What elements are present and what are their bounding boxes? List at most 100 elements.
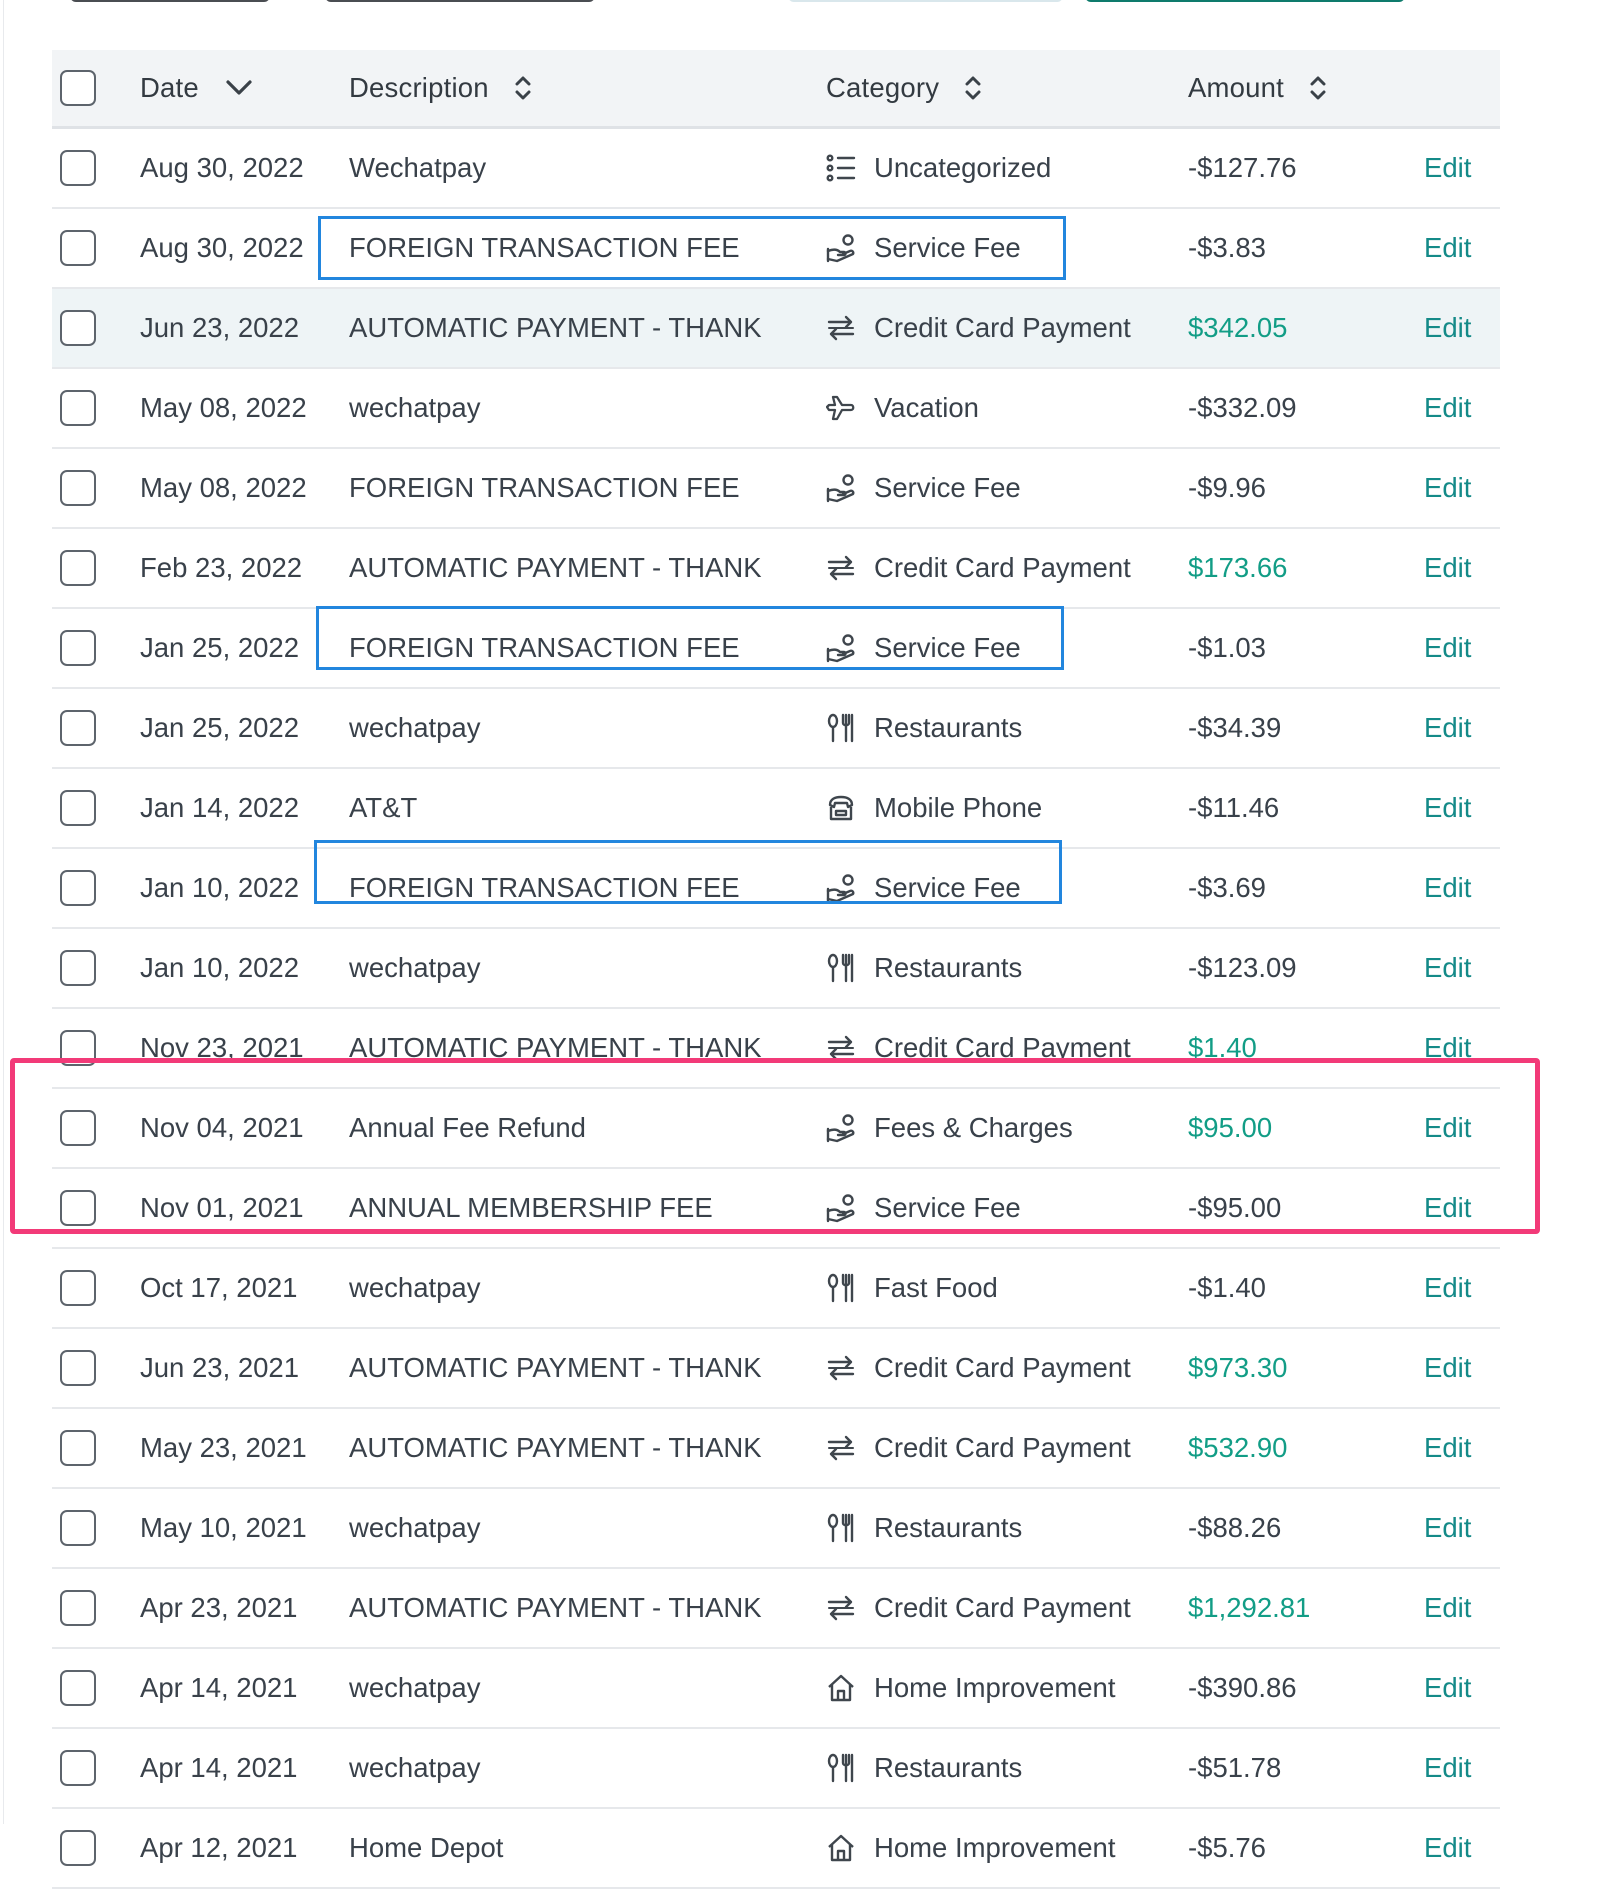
chevron-down-icon[interactable]: [225, 79, 253, 97]
transaction-category[interactable]: Fast Food: [826, 1249, 998, 1327]
edit-link[interactable]: Edit: [1424, 712, 1472, 743]
transaction-description[interactable]: AUTOMATIC PAYMENT - THANK: [349, 1352, 762, 1383]
transaction-category[interactable]: Credit Card Payment: [826, 1569, 1131, 1647]
select-all-checkbox[interactable]: [60, 70, 96, 106]
transaction-description[interactable]: wechatpay: [349, 1512, 481, 1543]
edit-link[interactable]: Edit: [1424, 152, 1472, 183]
transaction-category[interactable]: Credit Card Payment: [826, 1329, 1131, 1407]
transaction-description[interactable]: FOREIGN TRANSACTION FEE: [349, 232, 740, 263]
transaction-description[interactable]: AUTOMATIC PAYMENT - THANK: [349, 1032, 762, 1063]
row-checkbox[interactable]: [60, 1830, 96, 1866]
table-row[interactable]: Aug 30, 2022 FOREIGN TRANSACTION FEE Servi…: [52, 209, 1500, 289]
table-row[interactable]: May 10, 2021 wechatpay Restaurants -$88.26 E…: [52, 1489, 1500, 1569]
row-checkbox[interactable]: [60, 470, 96, 506]
date-column-header[interactable]: Date: [140, 50, 253, 126]
edit-link[interactable]: Edit: [1424, 232, 1472, 263]
edit-link[interactable]: Edit: [1424, 392, 1472, 423]
table-row[interactable]: Oct 17, 2021 wechatpay Fast Food -$1.40 Edit: [52, 1249, 1500, 1329]
transaction-description[interactable]: wechatpay: [349, 1752, 481, 1783]
edit-link[interactable]: Edit: [1424, 1672, 1472, 1703]
table-row[interactable]: Jan 10, 2022 FOREIGN TRANSACTION FEE Servi…: [52, 849, 1500, 929]
transaction-category[interactable]: Service Fee: [826, 1169, 1021, 1247]
transaction-category[interactable]: Service Fee: [826, 449, 1021, 527]
row-checkbox[interactable]: [60, 710, 96, 746]
transaction-description[interactable]: wechatpay: [349, 952, 481, 983]
sort-icon[interactable]: [515, 75, 531, 101]
row-checkbox[interactable]: [60, 1110, 96, 1146]
row-checkbox[interactable]: [60, 1030, 96, 1066]
toolbar-button-4[interactable]: [1085, 0, 1405, 2]
row-checkbox[interactable]: [60, 150, 96, 186]
row-checkbox[interactable]: [60, 1430, 96, 1466]
transaction-category[interactable]: Credit Card Payment: [826, 1009, 1131, 1087]
edit-link[interactable]: Edit: [1424, 632, 1472, 663]
edit-link[interactable]: Edit: [1424, 552, 1472, 583]
transaction-category[interactable]: Home Improvement: [826, 1809, 1115, 1887]
transaction-description[interactable]: wechatpay: [349, 1672, 481, 1703]
transaction-category[interactable]: Home Improvement: [826, 1649, 1115, 1727]
transaction-description[interactable]: Annual Fee Refund: [349, 1112, 586, 1143]
edit-link[interactable]: Edit: [1424, 1112, 1472, 1143]
row-checkbox[interactable]: [60, 1270, 96, 1306]
row-checkbox[interactable]: [60, 310, 96, 346]
table-row[interactable]: Aug 30, 2022 Wechatpay Uncategorized -$127.…: [52, 129, 1500, 209]
edit-link[interactable]: Edit: [1424, 1512, 1472, 1543]
table-row[interactable]: Apr 14, 2021 wechatpay Home Improvement -$3…: [52, 1649, 1500, 1729]
edit-link[interactable]: Edit: [1424, 1192, 1472, 1223]
transaction-category[interactable]: Credit Card Payment: [826, 529, 1131, 607]
edit-link[interactable]: Edit: [1424, 1032, 1472, 1063]
transaction-description[interactable]: Wechatpay: [349, 152, 487, 183]
edit-link[interactable]: Edit: [1424, 1752, 1472, 1783]
row-checkbox[interactable]: [60, 790, 96, 826]
transaction-description[interactable]: wechatpay: [349, 712, 481, 743]
table-row[interactable]: May 08, 2022 FOREIGN TRANSACTION FEE Servi…: [52, 449, 1500, 529]
table-row[interactable]: May 08, 2022 wechatpay Vacation -$332.09 Edi…: [52, 369, 1500, 449]
table-row[interactable]: Nov 23, 2021 AUTOMATIC PAYMENT - THANK Cre…: [52, 1009, 1500, 1089]
sort-icon[interactable]: [1310, 75, 1326, 101]
transaction-description[interactable]: AUTOMATIC PAYMENT - THANK: [349, 1592, 762, 1623]
transaction-description[interactable]: AUTOMATIC PAYMENT - THANK: [349, 312, 762, 343]
table-row[interactable]: Apr 12, 2021 Home Depot Home Improvement -$…: [52, 1809, 1500, 1889]
transaction-description[interactable]: FOREIGN TRANSACTION FEE: [349, 872, 740, 903]
description-column-header[interactable]: Description: [349, 50, 531, 126]
table-row[interactable]: Jun 23, 2022 AUTOMATIC PAYMENT - THANK Cre…: [52, 289, 1500, 369]
edit-link[interactable]: Edit: [1424, 1352, 1472, 1383]
table-row[interactable]: Jan 10, 2022 wechatpay Restaurants -$123.09…: [52, 929, 1500, 1009]
transaction-category[interactable]: Restaurants: [826, 689, 1022, 767]
transaction-category[interactable]: Restaurants: [826, 1489, 1022, 1567]
table-row[interactable]: Jan 25, 2022 FOREIGN TRANSACTION FEE Servi…: [52, 609, 1500, 689]
transaction-description[interactable]: wechatpay: [349, 392, 481, 423]
toolbar-button-2[interactable]: [325, 0, 595, 2]
table-row[interactable]: Nov 01, 2021 ANNUAL MEMBERSHIP FEE Service…: [52, 1169, 1500, 1249]
transaction-description[interactable]: FOREIGN TRANSACTION FEE: [349, 472, 740, 503]
edit-link[interactable]: Edit: [1424, 792, 1472, 823]
toolbar-button-3[interactable]: [788, 0, 1063, 2]
transaction-description[interactable]: ANNUAL MEMBERSHIP FEE: [349, 1192, 713, 1223]
row-checkbox[interactable]: [60, 630, 96, 666]
sort-icon[interactable]: [965, 75, 981, 101]
table-row[interactable]: Apr 23, 2021 AUTOMATIC PAYMENT - THANK Cre…: [52, 1569, 1500, 1649]
edit-link[interactable]: Edit: [1424, 1592, 1472, 1623]
row-checkbox[interactable]: [60, 1670, 96, 1706]
table-row[interactable]: Jan 25, 2022 wechatpay Restaurants -$34.39 E…: [52, 689, 1500, 769]
table-row[interactable]: May 23, 2021 AUTOMATIC PAYMENT - THANK Cre…: [52, 1409, 1500, 1489]
row-checkbox[interactable]: [60, 1750, 96, 1786]
row-checkbox[interactable]: [60, 230, 96, 266]
row-checkbox[interactable]: [60, 1190, 96, 1226]
edit-link[interactable]: Edit: [1424, 472, 1472, 503]
row-checkbox[interactable]: [60, 950, 96, 986]
transaction-description[interactable]: AT&T: [349, 792, 418, 823]
row-checkbox[interactable]: [60, 1510, 96, 1546]
edit-link[interactable]: Edit: [1424, 312, 1472, 343]
row-checkbox[interactable]: [60, 1590, 96, 1626]
transaction-description[interactable]: AUTOMATIC PAYMENT - THANK: [349, 1432, 762, 1463]
toolbar-button-1[interactable]: [70, 0, 270, 2]
table-row[interactable]: Feb 23, 2022 AUTOMATIC PAYMENT - THANK Cre…: [52, 529, 1500, 609]
transaction-category[interactable]: Fees & Charges: [826, 1089, 1073, 1167]
row-checkbox[interactable]: [60, 1350, 96, 1386]
transaction-category[interactable]: Restaurants: [826, 929, 1022, 1007]
transaction-description[interactable]: wechatpay: [349, 1272, 481, 1303]
transaction-description[interactable]: Home Depot: [349, 1832, 504, 1863]
transaction-category[interactable]: Service Fee: [826, 609, 1021, 687]
row-checkbox[interactable]: [60, 390, 96, 426]
